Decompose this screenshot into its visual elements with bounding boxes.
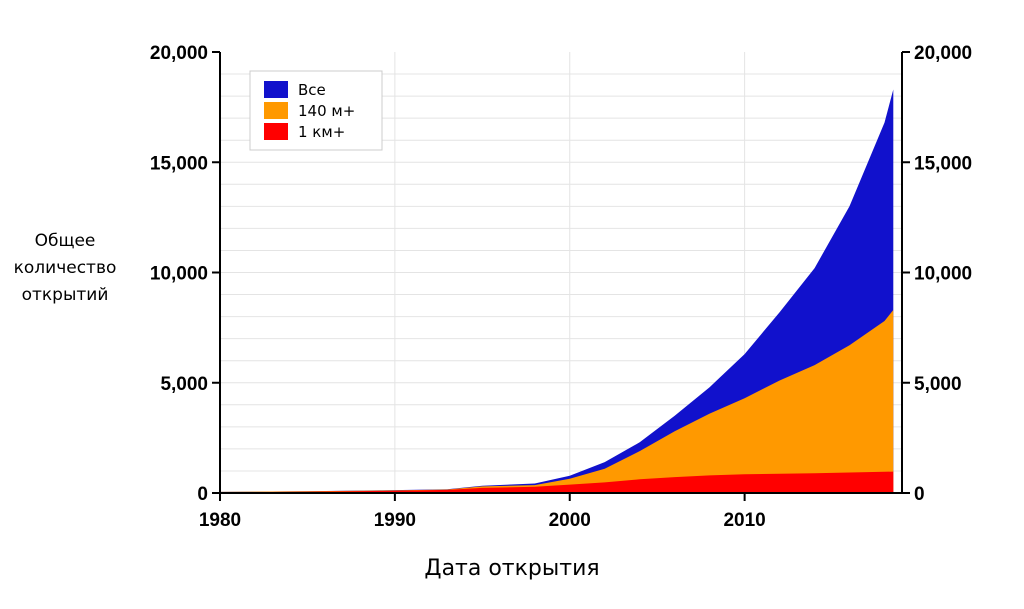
y-tick-label-left: 15,000 (150, 153, 208, 174)
x-tick-label: 2000 (549, 510, 591, 531)
y-axis-title-line: количество (13, 258, 117, 278)
area-series-1 (220, 310, 894, 493)
legend: Все 140 м+ 1 км+ (249, 70, 383, 151)
y-tick-label-left: 20,000 (150, 43, 208, 64)
legend-swatch (264, 81, 288, 98)
y-tick-label-left: 10,000 (150, 264, 208, 285)
x-tick-label: 1980 (199, 510, 241, 531)
area-series-2 (220, 471, 894, 493)
y-tick-label-left: 0 (197, 484, 208, 505)
y-tick-label-right: 10,000 (914, 264, 972, 285)
y-tick-label-right: 0 (914, 484, 925, 505)
x-tick-label: 1990 (374, 510, 416, 531)
y-axis-title: Общее количество открытий (0, 228, 130, 309)
legend-swatch (264, 123, 288, 140)
legend-swatch (264, 102, 288, 119)
x-axis-title: Дата открытия (424, 556, 600, 581)
legend-label: Все (298, 81, 326, 99)
legend-label: 140 м+ (298, 102, 355, 120)
y-tick-label-right: 5,000 (914, 374, 962, 395)
x-tick-label: 2010 (723, 510, 765, 531)
area-series-group (220, 89, 894, 493)
y-axis-title-line: открытий (21, 285, 109, 305)
y-tick-label-left: 5,000 (160, 374, 208, 395)
area-series-0 (220, 89, 894, 493)
axes: 0 0 5,000 5,000 10,000 10,000 15,000 15,000 20,0… (150, 43, 972, 531)
y-tick-label-right: 15,000 (914, 153, 972, 174)
y-axis-title-line: Общее (34, 231, 96, 251)
legend-label: 1 км+ (298, 123, 345, 141)
y-tick-label-right: 20,000 (914, 43, 972, 64)
